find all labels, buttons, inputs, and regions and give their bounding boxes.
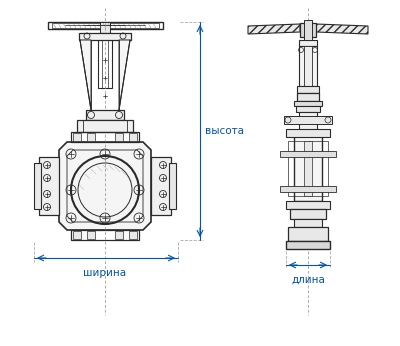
Bar [87,231,95,239]
Bar [296,106,320,112]
Bar [100,22,110,33]
Polygon shape [316,24,368,34]
Bar [129,231,137,239]
Bar [297,93,319,101]
Bar [129,133,137,141]
Bar [300,23,316,37]
Bar [288,227,328,241]
Bar [295,130,321,136]
Bar [71,230,139,240]
Bar [34,163,41,209]
Bar [77,120,133,132]
Bar [290,209,326,219]
Bar [151,157,171,215]
Polygon shape [59,142,151,230]
Bar [87,133,95,141]
Bar [294,136,322,201]
Text: высота: высота [205,126,244,136]
Bar [299,40,317,46]
Bar [169,163,176,209]
Bar [294,101,322,106]
Bar [297,86,319,93]
Bar [294,219,322,227]
Bar [299,46,317,86]
Bar [52,23,159,28]
Bar [73,133,81,141]
Bar [102,33,108,88]
Polygon shape [248,24,300,34]
Bar [286,129,330,137]
Bar [288,141,328,196]
Bar [304,46,312,86]
Bar [115,231,123,239]
Bar [71,132,139,142]
Bar [280,186,336,192]
Bar [115,133,123,141]
Bar [98,33,112,88]
Bar [280,151,336,157]
Bar [86,110,124,120]
Text: длина: длина [291,275,325,285]
Bar [286,201,330,209]
Bar [286,241,330,249]
Polygon shape [119,40,130,110]
Bar [304,141,312,196]
Bar [299,112,317,130]
Bar [39,157,59,215]
Polygon shape [80,40,91,110]
Bar [284,116,332,124]
Text: ширина: ширина [84,268,126,278]
Bar [73,231,81,239]
Bar [83,120,127,132]
Bar [304,20,312,40]
Bar [79,33,131,40]
Bar [48,22,163,29]
